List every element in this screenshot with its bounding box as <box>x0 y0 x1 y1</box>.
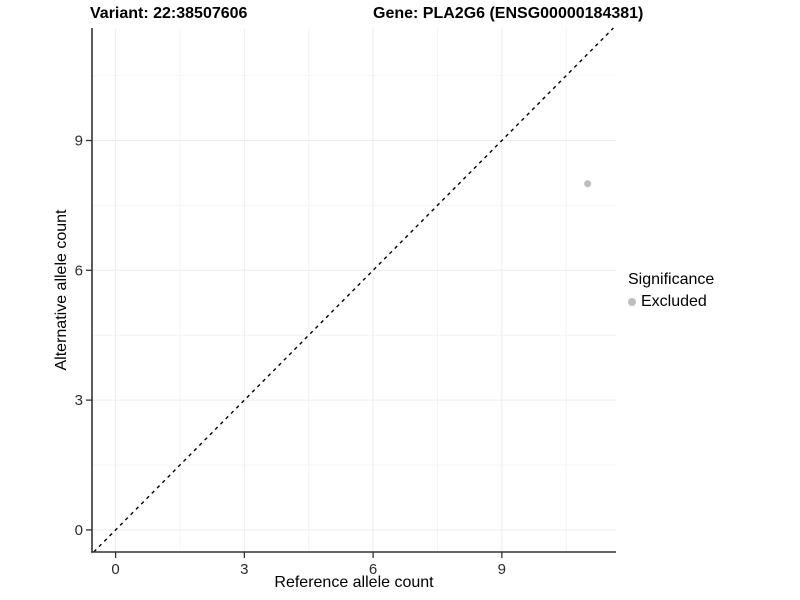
x-tick-label: 0 <box>111 561 119 578</box>
x-tick-label: 9 <box>498 561 506 578</box>
plot-title-variant: Variant: 22:38507606 <box>90 5 248 22</box>
y-axis-label: Alternative allele count <box>53 209 70 371</box>
data-point <box>584 180 592 188</box>
identity-line <box>93 27 614 553</box>
x-axis-label: Reference allele count <box>274 574 434 591</box>
y-tick-label: 0 <box>75 522 83 539</box>
plot-title-gene: Gene: PLA2G6 (ENSG00000184381) <box>373 5 644 22</box>
x-tick-label: 3 <box>240 561 248 578</box>
legend-item-excluded: Excluded <box>628 293 714 311</box>
legend-item-label: Excluded <box>641 293 707 310</box>
y-tick-label: 6 <box>75 262 83 279</box>
y-tick-label: 3 <box>75 392 83 409</box>
y-tick-label: 9 <box>75 133 83 150</box>
legend-title: Significance <box>628 271 715 288</box>
x-tick-label: 6 <box>369 561 377 578</box>
legend-point-icon <box>628 298 636 306</box>
legend: Significance Excluded <box>628 271 714 311</box>
